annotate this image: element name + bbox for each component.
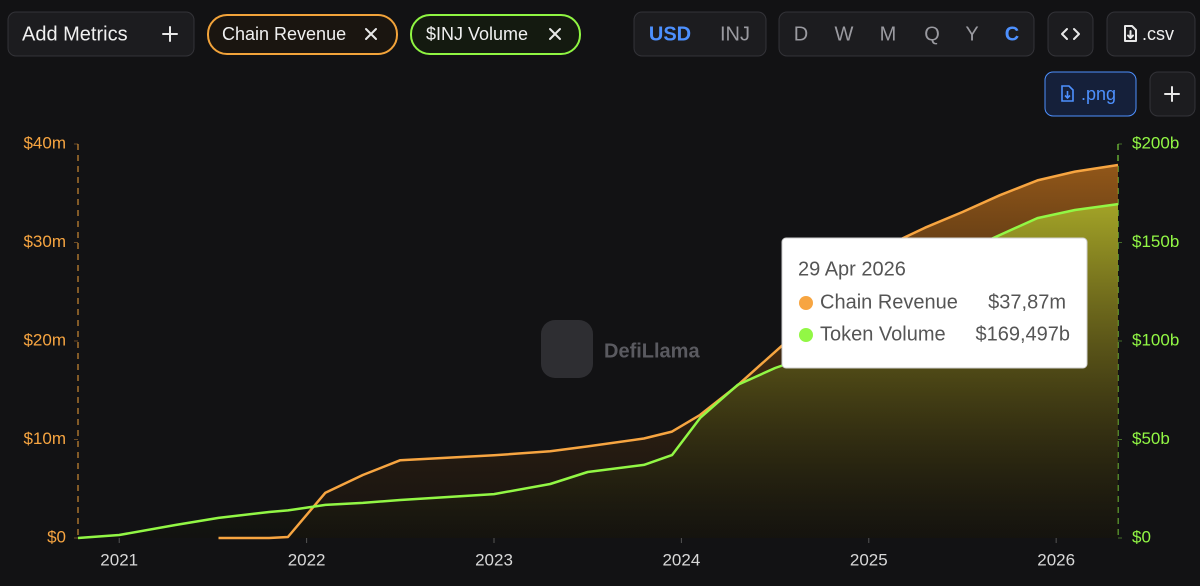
tooltip-name: Token Volume — [820, 323, 946, 345]
tooltip-name: Chain Revenue — [820, 291, 958, 313]
y2-tick-label: $50b — [1132, 429, 1170, 448]
tooltip-dot — [799, 296, 813, 310]
y-tick-label: $30m — [23, 232, 66, 251]
x-tick-label: 2024 — [662, 550, 700, 569]
chip-label[interactable]: $INJ Volume — [426, 24, 528, 44]
tooltip-value: $37,87m — [988, 291, 1066, 313]
currency-group — [633, 11, 767, 57]
tooltip-box — [781, 237, 1088, 369]
x-tick-label: 2025 — [850, 550, 888, 569]
y2-tick-label: $150b — [1132, 232, 1179, 251]
file-icon[interactable] — [1124, 25, 1137, 42]
period-option[interactable]: M — [880, 23, 897, 45]
y-tick-label: $20m — [23, 330, 66, 349]
chip[interactable]: Chain Revenue — [207, 14, 398, 55]
button-frame[interactable] — [1047, 11, 1094, 57]
x-tick-label: 2021 — [100, 550, 138, 569]
button-frame[interactable] — [1044, 71, 1137, 117]
watermark-logo — [541, 320, 593, 378]
button-label[interactable]: Add Metrics — [22, 23, 128, 45]
period-option[interactable]: Y — [965, 23, 978, 45]
tooltip: 29 Apr 2026 Chain Revenue $37,87m Token … — [781, 237, 1088, 369]
embed-button[interactable] — [1047, 11, 1094, 57]
y-tick-label: $10m — [23, 429, 66, 448]
plus-icon[interactable] — [162, 26, 178, 42]
code-icon[interactable] — [1061, 28, 1080, 40]
chip-label[interactable]: Chain Revenue — [222, 24, 346, 44]
currency-option[interactable]: INJ — [720, 23, 750, 45]
file-icon[interactable] — [1061, 85, 1074, 102]
area — [78, 204, 1118, 538]
tooltip-date: 29 Apr 2026 — [798, 258, 906, 280]
y2-tick-label: $0 — [1132, 527, 1151, 546]
line — [218, 163, 1119, 540]
add-chart-button[interactable] — [1149, 71, 1196, 117]
button-frame[interactable] — [7, 11, 195, 57]
y-tick-label: $40m — [23, 133, 66, 152]
x-tick-label: 2023 — [475, 550, 513, 569]
close-icon[interactable] — [549, 28, 561, 40]
chip-frame[interactable] — [410, 14, 581, 55]
button-frame[interactable] — [1106, 11, 1196, 57]
period-option[interactable]: W — [835, 23, 854, 45]
button-label[interactable]: .csv — [1142, 24, 1174, 44]
tooltip-dot — [799, 328, 813, 342]
x-tick-label: 2022 — [288, 550, 326, 569]
currency-option[interactable]: USD — [649, 23, 691, 45]
period-option[interactable]: D — [794, 23, 808, 45]
period-option[interactable]: C — [1005, 23, 1019, 45]
close-icon[interactable] — [365, 28, 377, 40]
watermark: DefiLlama — [604, 340, 700, 362]
period-group — [778, 11, 1035, 57]
button-label[interactable]: .png — [1081, 84, 1116, 104]
chip-frame[interactable] — [207, 14, 398, 55]
add-metrics-button[interactable]: Add Metrics — [7, 11, 195, 57]
png-button[interactable]: .png — [1044, 71, 1137, 117]
x-tick-label: 2026 — [1037, 550, 1075, 569]
chip[interactable]: $INJ Volume — [410, 14, 581, 55]
period-option[interactable]: Q — [924, 23, 940, 45]
y-tick-label: $0 — [47, 527, 66, 546]
plus-icon[interactable] — [1164, 86, 1180, 102]
tooltip-value: $169,497b — [975, 323, 1070, 345]
y2-tick-label: $200b — [1132, 133, 1179, 152]
y2-tick-label: $100b — [1132, 330, 1179, 349]
csv-button[interactable]: .csv — [1106, 11, 1196, 57]
